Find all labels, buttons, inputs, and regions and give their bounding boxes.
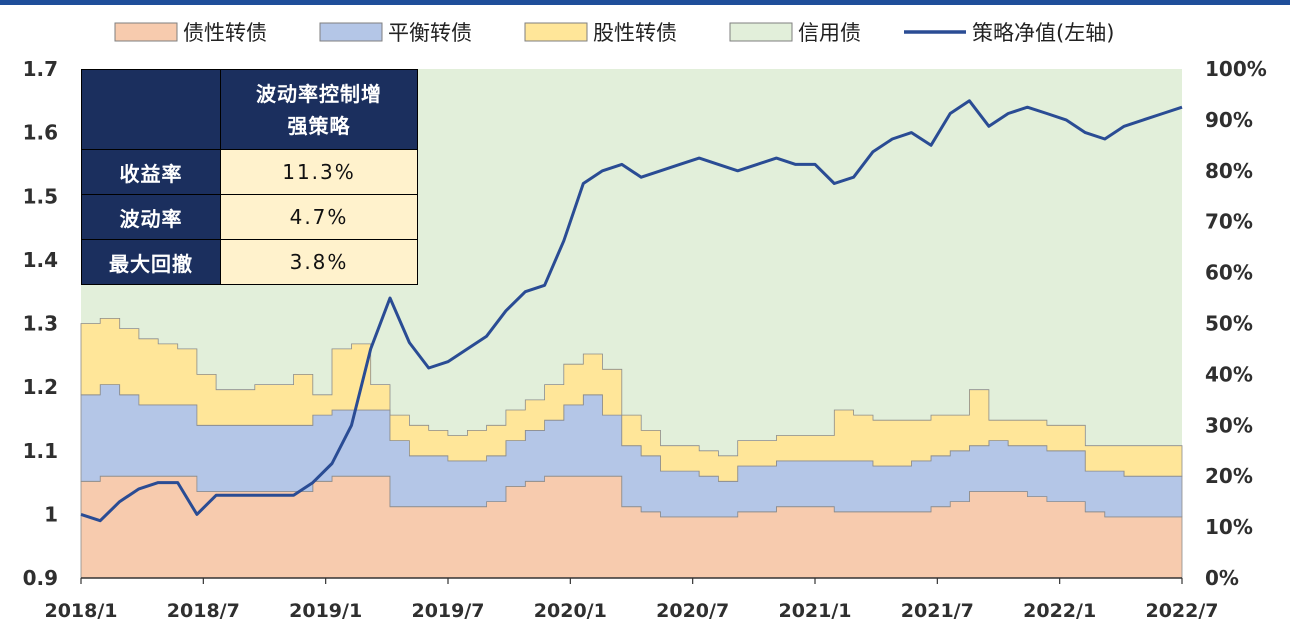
legend-label-5: 策略净值(左轴) [972,21,1114,45]
right-tick-label: 100% [1205,57,1267,81]
left-tick-label: 0.9 [23,566,58,590]
legend-swatch-1 [114,22,178,42]
nav-line [80,99,1183,523]
left-tick-label: 1 [44,502,58,526]
row-label-return: 收益率 [81,149,221,195]
left-axis-ticks: 0.9 1 1.1 1.2 1.3 1.4 1.5 1.6 1.7 [23,57,58,590]
row-label-max-drawdown: 最大回撤 [81,239,221,285]
left-tick-label: 1.4 [23,248,58,272]
right-tick-label: 60% [1205,261,1253,285]
table-corner-cell [81,69,221,150]
legend: 债性转债 平衡转债 股性转债 信用债 策略净值(左轴) [114,21,1114,45]
right-tick-label: 50% [1205,312,1253,336]
x-tick-label: 2019/7 [411,600,484,622]
row-value-volatility: 4.7% [220,194,418,240]
stacked-areas [80,318,1183,579]
right-tick-label: 40% [1205,362,1253,386]
right-tick-label: 10% [1205,515,1253,539]
x-tick-label: 2019/1 [289,600,362,622]
right-tick-label: 30% [1205,413,1253,437]
left-tick-label: 1.5 [23,184,58,208]
right-tick-label: 80% [1205,159,1253,183]
legend-swatch-3 [524,22,588,42]
strategy-stats-table: 波动率控制增 强策略 收益率 11.3% 波动率 4.7% 最大回撤 3.8% [81,69,418,285]
right-tick-label: 0% [1205,566,1239,590]
area-series-3 [80,318,1183,482]
x-tick-label: 2020/1 [534,600,607,622]
right-tick-label: 20% [1205,464,1253,488]
right-tick-label: 90% [1205,108,1253,132]
top-accent-bar [0,0,1290,5]
x-tick-label: 2020/7 [656,600,729,622]
row-value-max-drawdown: 3.8% [220,239,418,285]
legend-swatch-2 [319,22,383,42]
legend-label-4: 信用债 [798,21,861,45]
left-tick-label: 1.2 [23,375,58,399]
x-tick-label: 2018/1 [44,600,117,622]
right-axis-ticks: 0% 10% 20% 30% 40% 50% 60% 70% 80% 90% 100% [1205,57,1267,590]
legend-label-3: 股性转债 [593,21,677,45]
x-tick-label: 2022/7 [1145,600,1218,622]
legend-swatch-4 [729,22,793,42]
x-tick-label: 2022/1 [1023,600,1096,622]
x-tick-label: 2021/1 [778,600,851,622]
x-tick-label: 2018/7 [167,600,240,622]
right-tick-label: 70% [1205,210,1253,234]
left-tick-label: 1.1 [23,439,58,463]
left-tick-label: 1.6 [23,121,58,145]
table-header-line2: 强策略 [287,113,351,138]
nav-line-group [80,99,1183,523]
row-value-return: 11.3% [220,149,418,195]
left-tick-label: 1.3 [23,312,58,336]
row-label-volatility: 波动率 [81,194,221,240]
legend-label-2: 平衡转债 [388,21,472,45]
table-header-line1: 波动率控制增 [256,81,382,106]
legend-label-1: 债性转债 [183,21,267,45]
x-tick-label: 2021/7 [901,600,974,622]
left-tick-label: 1.7 [23,57,58,81]
table-header-strategy: 波动率控制增 强策略 [220,69,418,150]
axes [80,577,1183,584]
x-axis-ticks: 2018/1 2018/7 2019/1 2019/7 2020/1 2020/7 2021… [44,600,1218,622]
